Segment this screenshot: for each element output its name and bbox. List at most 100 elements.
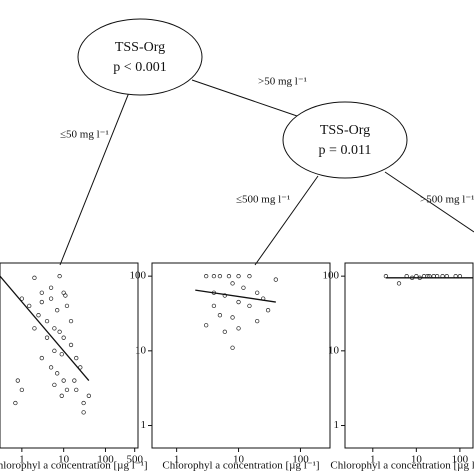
plot-frame — [0, 262, 139, 449]
point — [211, 274, 217, 279]
point — [236, 299, 241, 305]
point — [217, 274, 223, 279]
x-tick-label: 1 — [19, 454, 25, 466]
point — [48, 296, 54, 301]
point — [39, 290, 44, 295]
point — [48, 285, 54, 290]
y-tick-label: 100 — [130, 270, 147, 282]
x-tick-label: 10 — [233, 454, 245, 466]
point — [396, 281, 402, 286]
point — [13, 400, 18, 406]
point — [265, 308, 271, 313]
x-axis-label: Chlorophyl a concentration [µg l⁻¹] — [330, 460, 474, 472]
point — [236, 326, 241, 331]
point — [39, 355, 44, 361]
x-tick-label: 100 — [452, 454, 469, 466]
point — [59, 393, 64, 398]
x-tick-label: 500 — [126, 454, 143, 466]
point — [81, 410, 86, 415]
point — [241, 285, 246, 290]
point — [57, 329, 62, 334]
point — [32, 326, 37, 331]
y-tick-label: 10 — [135, 344, 147, 356]
point — [55, 308, 60, 313]
y-tick-label: 100 — [323, 270, 340, 282]
point — [55, 371, 60, 376]
point — [59, 352, 64, 357]
point — [64, 303, 70, 309]
edge-label: ≤50 mg l⁻¹ — [60, 129, 109, 141]
edge-label: ≤500 mg l⁻¹ — [236, 194, 290, 206]
point — [44, 335, 50, 340]
point — [63, 293, 68, 298]
point — [61, 335, 66, 340]
point — [57, 274, 62, 279]
edge-line — [254, 175, 319, 266]
node-label: TSS-Org — [320, 123, 370, 138]
point — [44, 318, 50, 324]
point — [211, 303, 217, 309]
point — [74, 387, 79, 393]
point — [74, 355, 79, 361]
fit-line — [0, 275, 90, 381]
point — [217, 313, 223, 318]
point — [52, 382, 57, 388]
point — [68, 318, 74, 324]
node — [77, 18, 203, 96]
point — [204, 274, 209, 279]
x-axis-label: Chlorophyl a concentration [µg l⁻¹] — [162, 460, 319, 472]
point — [230, 315, 235, 320]
point — [230, 281, 235, 286]
point — [81, 400, 86, 406]
point — [222, 293, 227, 298]
edge-line — [191, 79, 301, 118]
node-stat: p < 0.001 — [113, 60, 166, 75]
point — [78, 365, 83, 370]
point — [19, 296, 25, 301]
point — [48, 365, 54, 370]
point — [61, 378, 66, 383]
edge-line — [384, 171, 474, 233]
point — [27, 303, 32, 309]
point — [222, 329, 227, 334]
node-stat: p = 0.011 — [319, 143, 372, 158]
point — [247, 274, 252, 279]
x-tick-label: 1 — [370, 454, 376, 466]
plot-frame — [151, 262, 331, 449]
y-tick-label: 1 — [141, 419, 147, 431]
x-tick-label: 100 — [97, 454, 114, 466]
point — [64, 387, 70, 393]
y-tick-label: 10 — [328, 344, 340, 356]
point — [226, 274, 232, 279]
x-tick-label: 1 — [174, 454, 180, 466]
y-tick-label: 1 — [334, 419, 340, 431]
point — [230, 345, 235, 350]
node-label: TSS-Org — [115, 40, 165, 55]
point — [52, 326, 57, 331]
edge-line — [59, 89, 131, 266]
point — [204, 323, 209, 328]
point — [236, 274, 241, 279]
x-tick-label: 10 — [58, 454, 70, 466]
point — [32, 275, 37, 280]
point — [273, 277, 278, 282]
point — [86, 393, 91, 398]
point — [255, 290, 260, 295]
point — [72, 378, 77, 383]
point — [52, 348, 57, 353]
point — [255, 318, 260, 324]
point — [19, 387, 25, 393]
fit-line — [195, 289, 276, 303]
point — [39, 299, 44, 305]
x-tick-label: 10 — [411, 454, 423, 466]
point — [15, 378, 20, 383]
plot-frame — [344, 262, 474, 449]
edge-label: >50 mg l⁻¹ — [258, 76, 307, 88]
x-tick-label: 100 — [292, 454, 309, 466]
point — [247, 303, 252, 309]
node — [282, 101, 408, 179]
x-axis-label: Chlorophyl a concentration [µg l⁻¹] — [0, 460, 148, 472]
point — [36, 313, 41, 318]
edge-label: >500 mg l⁻¹ — [420, 194, 474, 206]
